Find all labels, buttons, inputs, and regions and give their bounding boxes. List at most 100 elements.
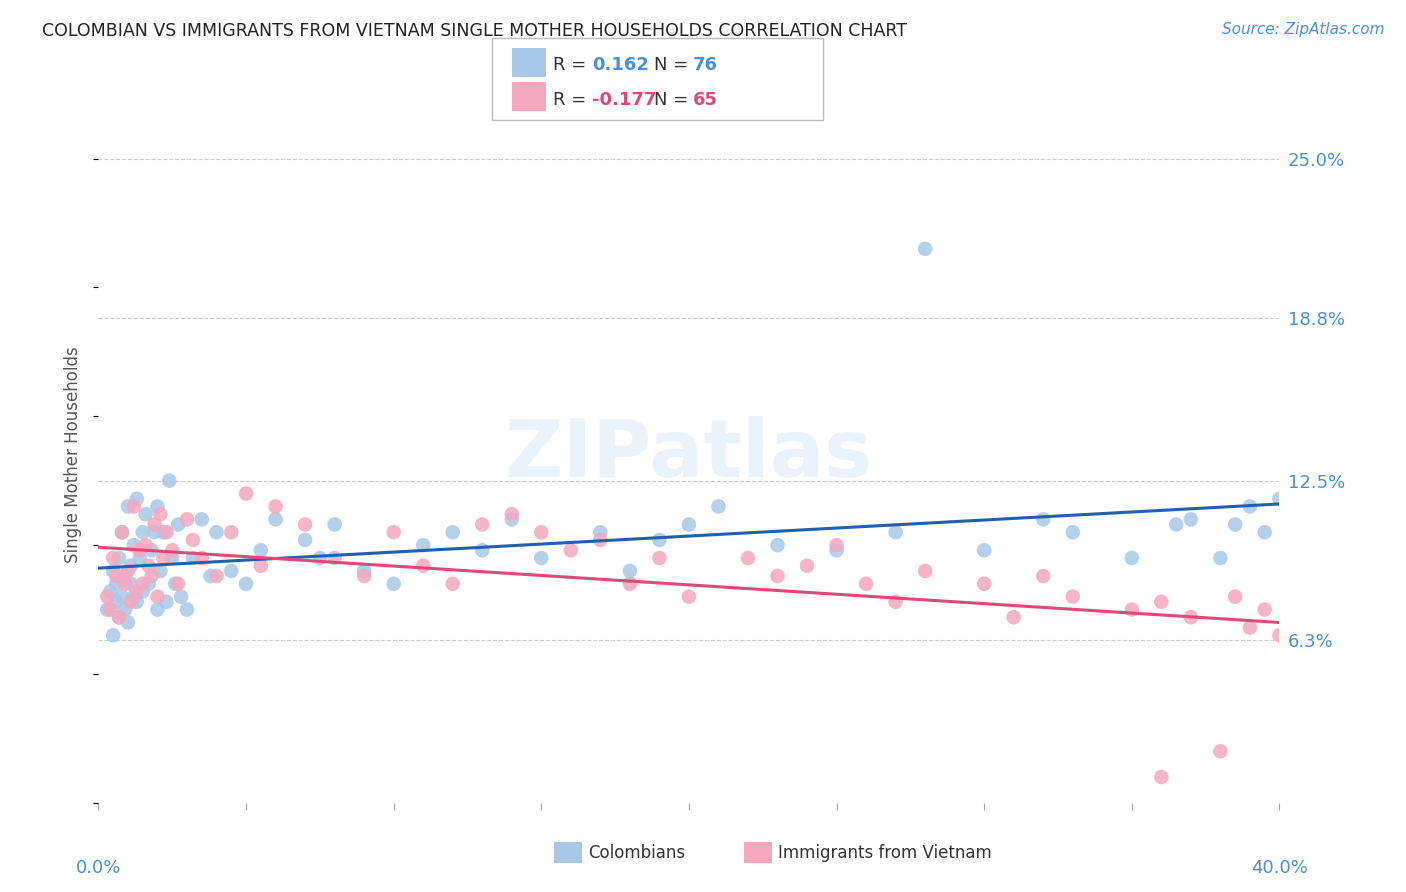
Point [530, 551, 553, 566]
Point [309, 551, 332, 566]
Point [132, 576, 155, 591]
Point [1239, 500, 1261, 514]
Point [1032, 569, 1054, 583]
Point [108, 610, 131, 624]
Point [1121, 602, 1143, 616]
Point [1223, 517, 1246, 532]
Point [117, 615, 139, 630]
Point [120, 558, 142, 573]
Point [884, 525, 907, 540]
Point [766, 569, 789, 583]
Point [530, 525, 553, 540]
Point [1150, 770, 1173, 784]
Point [589, 533, 612, 547]
Point [146, 602, 169, 616]
Text: Colombians: Colombians [588, 844, 685, 862]
Point [1223, 590, 1246, 604]
Point [141, 543, 163, 558]
Point [96, 602, 118, 616]
Point [103, 628, 125, 642]
Point [648, 533, 671, 547]
Point [191, 551, 214, 566]
Point [205, 569, 228, 583]
Point [125, 584, 148, 599]
Point [103, 551, 125, 566]
Point [114, 576, 136, 591]
Point [1268, 491, 1291, 506]
Point [125, 595, 148, 609]
Point [152, 551, 174, 566]
Point [250, 558, 273, 573]
Point [1002, 610, 1025, 624]
Point [108, 551, 131, 566]
Point [200, 569, 222, 583]
Point [737, 551, 759, 566]
Point [162, 551, 183, 566]
Point [146, 590, 169, 604]
Point [707, 500, 730, 514]
Point [176, 602, 198, 616]
Text: R =: R = [553, 91, 592, 109]
Text: -0.177: -0.177 [592, 91, 657, 109]
Y-axis label: Single Mother Households: Single Mother Households [65, 347, 83, 563]
Point [96, 590, 118, 604]
Point [1032, 512, 1054, 526]
Point [152, 525, 174, 540]
Text: COLOMBIAN VS IMMIGRANTS FROM VIETNAM SINGLE MOTHER HOUSEHOLDS CORRELATION CHART: COLOMBIAN VS IMMIGRANTS FROM VIETNAM SIN… [42, 22, 907, 40]
Text: N =: N = [654, 56, 693, 74]
Text: Source: ZipAtlas.com: Source: ZipAtlas.com [1222, 22, 1385, 37]
Point [143, 525, 166, 540]
Point [138, 576, 160, 591]
Point [120, 595, 142, 609]
Point [1239, 621, 1261, 635]
Point [162, 543, 183, 558]
Text: 0.162: 0.162 [592, 56, 648, 74]
Point [914, 242, 936, 256]
Point [170, 590, 193, 604]
Point [323, 517, 346, 532]
Point [678, 590, 700, 604]
Point [973, 543, 995, 558]
Point [98, 584, 121, 599]
Point [114, 602, 136, 616]
Text: 0.0%: 0.0% [76, 860, 121, 878]
Point [560, 543, 582, 558]
Point [128, 551, 150, 566]
Point [103, 564, 125, 578]
Point [1209, 551, 1232, 566]
Point [264, 512, 287, 526]
Text: N =: N = [654, 91, 693, 109]
Point [235, 486, 257, 500]
Point [141, 569, 163, 583]
Point [205, 525, 228, 540]
Point [678, 517, 700, 532]
Point [501, 512, 523, 526]
Point [138, 558, 160, 573]
Point [114, 569, 136, 583]
Text: ZIPatlas: ZIPatlas [505, 416, 873, 494]
Point [146, 500, 169, 514]
Point [122, 590, 145, 604]
Point [1268, 628, 1291, 642]
Point [264, 500, 287, 514]
Point [132, 584, 155, 599]
Point [117, 564, 139, 578]
Point [589, 525, 612, 540]
Point [648, 551, 671, 566]
Point [412, 558, 434, 573]
Point [122, 500, 145, 514]
Point [294, 533, 316, 547]
Point [105, 595, 128, 609]
Point [191, 512, 214, 526]
Point [143, 517, 166, 532]
Point [105, 576, 128, 591]
Point [1150, 595, 1173, 609]
Point [117, 500, 139, 514]
Point [501, 507, 523, 521]
Point [1062, 590, 1084, 604]
Point [353, 569, 375, 583]
Point [619, 576, 641, 591]
Point [825, 543, 848, 558]
Point [167, 517, 190, 532]
Point [235, 576, 257, 591]
